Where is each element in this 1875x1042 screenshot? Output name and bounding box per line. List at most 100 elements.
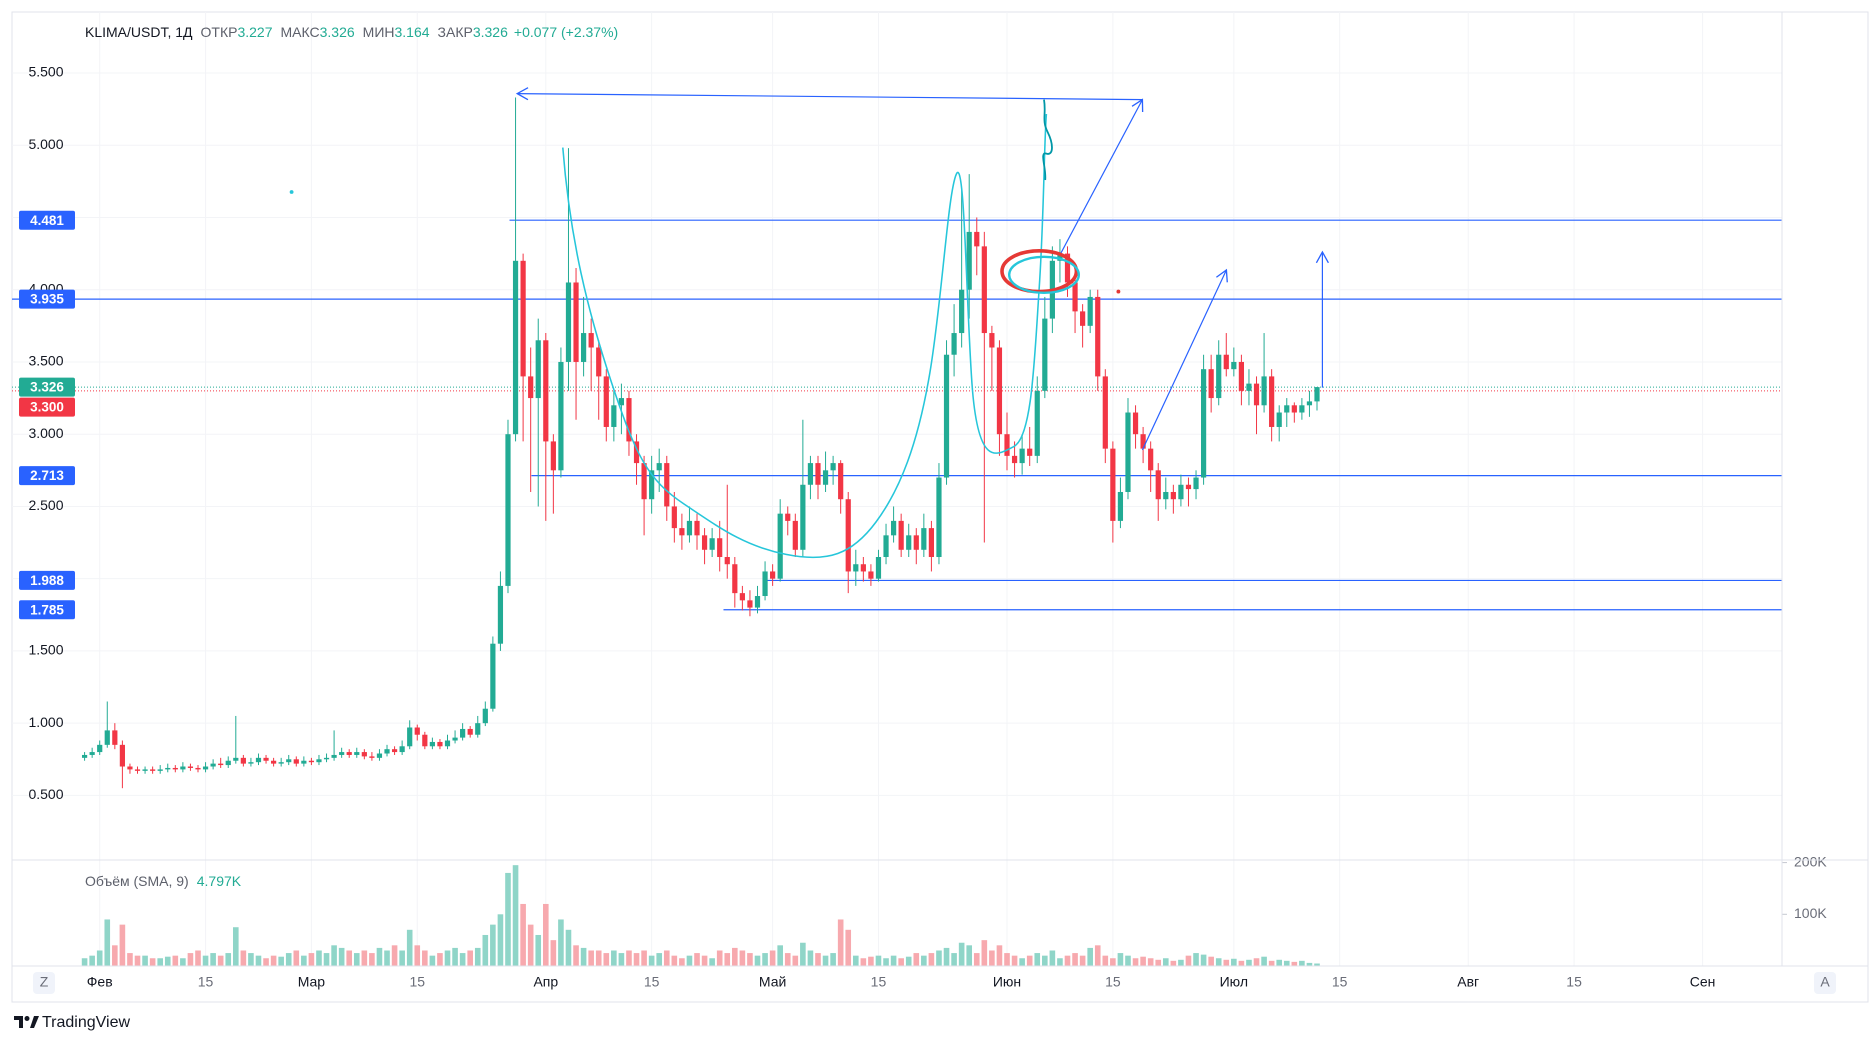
candle-body bbox=[1185, 484, 1192, 490]
volume-bar bbox=[255, 955, 262, 966]
volume-bar bbox=[437, 953, 443, 966]
candle-body bbox=[497, 585, 504, 644]
volume-bar bbox=[724, 953, 731, 966]
candle-body bbox=[535, 340, 541, 399]
volume-bar bbox=[452, 947, 458, 966]
volume-bar bbox=[104, 919, 111, 966]
volume-bar bbox=[308, 953, 315, 966]
candle-body bbox=[701, 535, 708, 550]
volume-bar bbox=[1246, 959, 1252, 966]
volume-bar bbox=[580, 947, 587, 966]
candle-body bbox=[1057, 253, 1063, 261]
drawn-squiggle bbox=[1042, 99, 1053, 181]
candle-body bbox=[1269, 376, 1275, 427]
volume-bar bbox=[860, 958, 867, 966]
candle-body bbox=[853, 564, 859, 572]
volume-bar bbox=[474, 947, 481, 966]
volume-bar bbox=[1200, 954, 1207, 966]
candle-body bbox=[883, 535, 889, 558]
candle-body bbox=[717, 538, 723, 558]
volume-bar bbox=[422, 950, 428, 966]
volume-bar bbox=[512, 865, 519, 966]
volume-bar bbox=[716, 950, 723, 966]
candle-body bbox=[520, 260, 526, 377]
button-label[interactable]: A bbox=[1820, 974, 1830, 990]
candle-body bbox=[255, 757, 262, 763]
volume-bar bbox=[217, 955, 224, 966]
volume-bar bbox=[936, 950, 942, 966]
candle-body bbox=[187, 766, 194, 768]
candle-body bbox=[1117, 491, 1124, 521]
x-tick-label: Сен bbox=[1690, 974, 1716, 990]
price-tag bbox=[19, 377, 75, 397]
button[interactable] bbox=[1814, 972, 1836, 994]
volume-bar bbox=[747, 953, 753, 966]
volume-bar bbox=[1299, 960, 1305, 966]
volume-bar bbox=[588, 950, 594, 966]
brand[interactable]: TradingView bbox=[42, 1014, 130, 1031]
candle-body bbox=[316, 759, 322, 763]
arrow bbox=[515, 87, 1143, 101]
arrow bbox=[1059, 98, 1144, 256]
candle-body bbox=[240, 757, 246, 764]
candle-body bbox=[271, 760, 277, 764]
volume-bar bbox=[127, 953, 133, 966]
volume-bar bbox=[1042, 955, 1048, 966]
candle-body bbox=[1019, 448, 1025, 464]
volume-bar bbox=[641, 950, 647, 966]
button[interactable] bbox=[33, 972, 55, 994]
candle-body bbox=[815, 463, 821, 485]
volume-bar bbox=[565, 929, 572, 966]
candle-body bbox=[1095, 296, 1101, 377]
volume-bar bbox=[225, 953, 232, 966]
legend-label: ЗАКР bbox=[438, 24, 473, 40]
volume-bar bbox=[414, 945, 421, 966]
candle-body bbox=[785, 513, 791, 521]
legend-value: 3.326 bbox=[320, 24, 355, 40]
volume-bar bbox=[701, 955, 708, 966]
volume-bar bbox=[1049, 950, 1056, 966]
logo-mark bbox=[14, 1016, 23, 1028]
candle-body bbox=[369, 756, 375, 758]
volume-bar bbox=[233, 927, 239, 966]
candle-body bbox=[1011, 455, 1018, 464]
candle-body bbox=[97, 744, 103, 753]
candle-body bbox=[1178, 484, 1184, 500]
candle-body bbox=[1004, 434, 1010, 456]
volume-bar bbox=[1026, 955, 1033, 966]
candle-body bbox=[308, 760, 315, 763]
volume-bar bbox=[777, 945, 783, 966]
candle-body bbox=[1231, 361, 1237, 370]
volume-bar bbox=[1223, 959, 1230, 966]
volume-bar bbox=[709, 958, 715, 966]
volume-bar bbox=[898, 958, 904, 966]
candle-body bbox=[845, 499, 851, 572]
volume-bar bbox=[1193, 953, 1199, 966]
legend-label: ОТКР bbox=[201, 24, 238, 40]
candle-body bbox=[989, 333, 995, 348]
change: +0.077 (+2.37%) bbox=[514, 24, 618, 40]
legend-value: 3.326 bbox=[473, 24, 508, 40]
price-tag bbox=[19, 600, 75, 620]
volume-bar bbox=[399, 950, 405, 966]
y-tick-label: 1.000 bbox=[28, 714, 63, 730]
volume-bar bbox=[769, 950, 776, 966]
candle-body bbox=[384, 749, 390, 754]
legend-label: МИН bbox=[363, 24, 395, 40]
volume-bar bbox=[149, 958, 156, 966]
candle-body bbox=[81, 754, 88, 758]
candle-body bbox=[278, 762, 284, 764]
candle-body bbox=[543, 340, 549, 442]
volume-bar bbox=[1283, 960, 1290, 966]
cyan-circle bbox=[1008, 255, 1081, 295]
volume-bar bbox=[1087, 947, 1093, 966]
volume-bar bbox=[542, 903, 549, 966]
volume-bar bbox=[391, 945, 398, 966]
volume-bar bbox=[142, 955, 148, 966]
candle-body bbox=[195, 767, 201, 770]
volume-bar bbox=[1147, 958, 1154, 966]
candle-body bbox=[346, 752, 352, 755]
volume-bar bbox=[527, 924, 534, 966]
button-label[interactable]: Z bbox=[40, 974, 49, 990]
